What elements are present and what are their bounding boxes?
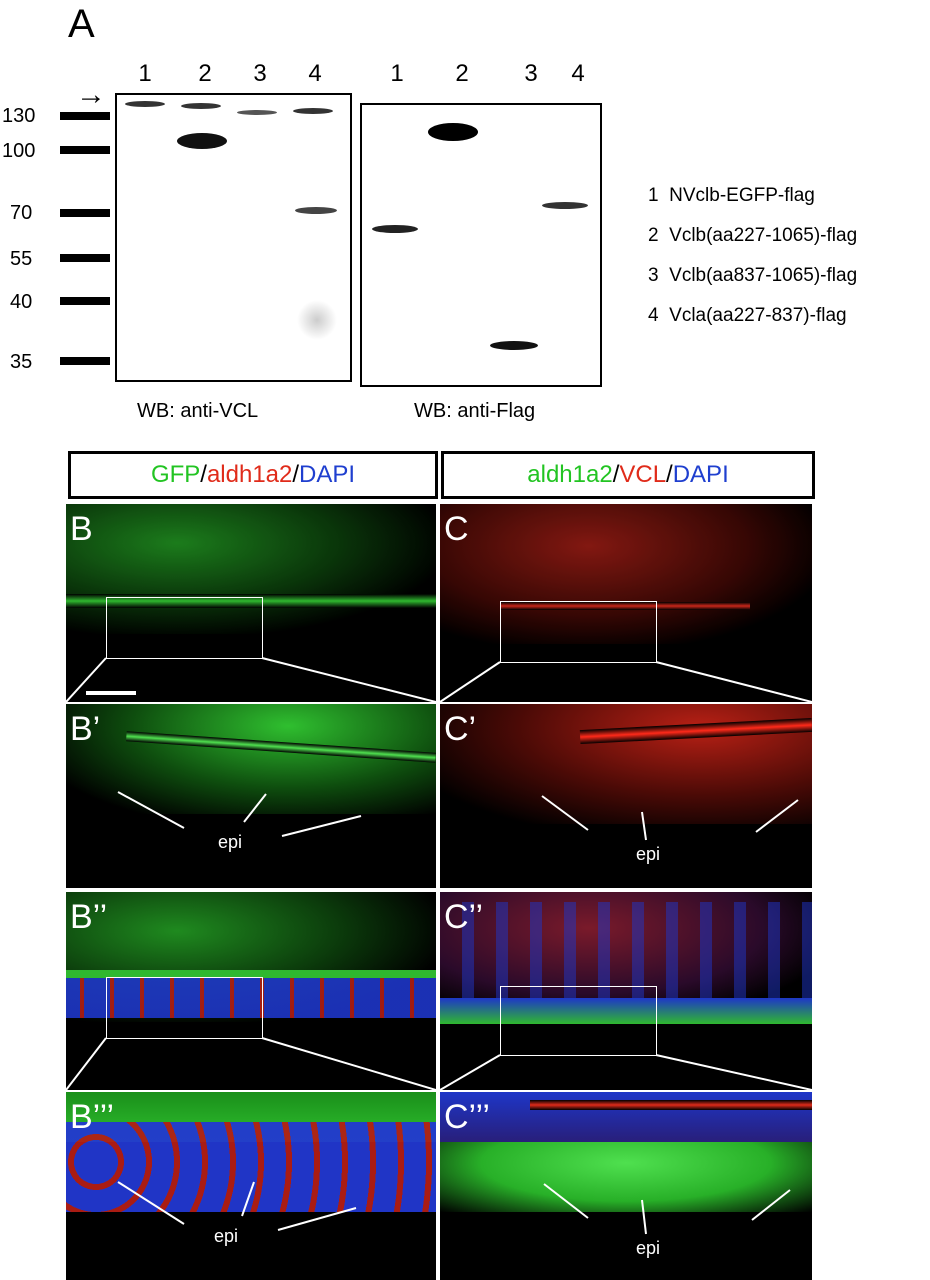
- mw-marker-label: 55: [10, 248, 33, 270]
- micrograph-b: B: [66, 504, 436, 702]
- mw-marker-label: 70: [10, 202, 33, 224]
- panel-label: C: [444, 510, 469, 548]
- mw-marker-label: 100: [2, 140, 36, 162]
- header-right: aldh1a2/VCL/DAPI: [441, 451, 815, 499]
- scale-bar: [86, 691, 136, 695]
- panel-label: B: [70, 510, 93, 548]
- panel-a-label: A: [68, 2, 95, 46]
- lane-number: 3: [524, 60, 538, 87]
- western-blot-anti-flag: [360, 103, 602, 387]
- micrograph-b-prime: epi B’: [66, 704, 436, 888]
- mw-marker-label: 35: [10, 351, 33, 373]
- epi-label: epi: [218, 832, 243, 852]
- lane-number: 2: [198, 60, 212, 87]
- mw-marker-bar: [60, 146, 110, 154]
- panel-label: B’’: [70, 898, 108, 936]
- epi-label: epi: [636, 844, 661, 864]
- lane-number: 3: [253, 60, 267, 87]
- micrograph-c-double-prime: C’’: [440, 892, 812, 1090]
- epi-label: epi: [636, 1238, 661, 1258]
- lane-number: 2: [455, 60, 469, 87]
- mw-marker-bar: [60, 297, 110, 305]
- wb-label-anti-flag: WB: anti-Flag: [414, 400, 536, 422]
- micrograph-c-triple-prime: epi C’’’: [440, 1092, 812, 1280]
- mw-marker-bar: [60, 209, 110, 217]
- micrograph-c: C: [440, 504, 812, 702]
- panel-label: C’: [444, 710, 477, 748]
- micrograph-b-triple-prime: epi B’’’: [66, 1092, 436, 1280]
- mw-marker-label: 130: [2, 105, 36, 127]
- lane-number: 4: [571, 60, 585, 87]
- blot-band: [181, 103, 221, 109]
- panel-label: B’’’: [70, 1098, 115, 1136]
- lane-number: 1: [138, 60, 152, 87]
- micrograph-c-prime: epi C’: [440, 704, 812, 888]
- lane-number: 1: [390, 60, 404, 87]
- legend-item: 2 Vclb(aa227-1065)-flag: [648, 225, 858, 246]
- blot-band: [428, 123, 478, 141]
- blot-band: [295, 207, 337, 214]
- mw-marker-bar: [60, 112, 110, 120]
- blot-band: [125, 101, 165, 107]
- mw-marker-bar: [60, 254, 110, 262]
- legend-item: 1 NVclb-EGFP-flag: [648, 185, 815, 206]
- blot-band: [237, 110, 277, 115]
- legend-item: 4 Vcla(aa227-837)-flag: [648, 305, 847, 326]
- wb-label-anti-vcl: WB: anti-VCL: [137, 400, 259, 422]
- blot-band: [293, 108, 333, 114]
- arrow-icon: →: [76, 78, 106, 111]
- blot-band: [542, 202, 588, 209]
- mw-marker-bar: [60, 357, 110, 365]
- lane-number: 4: [308, 60, 322, 87]
- blot-band: [372, 225, 418, 233]
- panel-label: C’’: [444, 898, 484, 936]
- panel-label: B’: [70, 710, 101, 748]
- mw-marker-label: 40: [10, 291, 33, 313]
- panel-label: C’’’: [444, 1098, 490, 1136]
- blot-band: [490, 341, 538, 350]
- micrograph-b-double-prime: B’’: [66, 892, 436, 1090]
- blot-band: [177, 133, 227, 149]
- header-left: GFP/aldh1a2/DAPI: [68, 451, 438, 499]
- epi-label: epi: [214, 1226, 239, 1246]
- legend-item: 3 Vclb(aa837-1065)-flag: [648, 265, 858, 286]
- blot-smear: [297, 300, 337, 340]
- western-blot-anti-vcl: [115, 93, 352, 382]
